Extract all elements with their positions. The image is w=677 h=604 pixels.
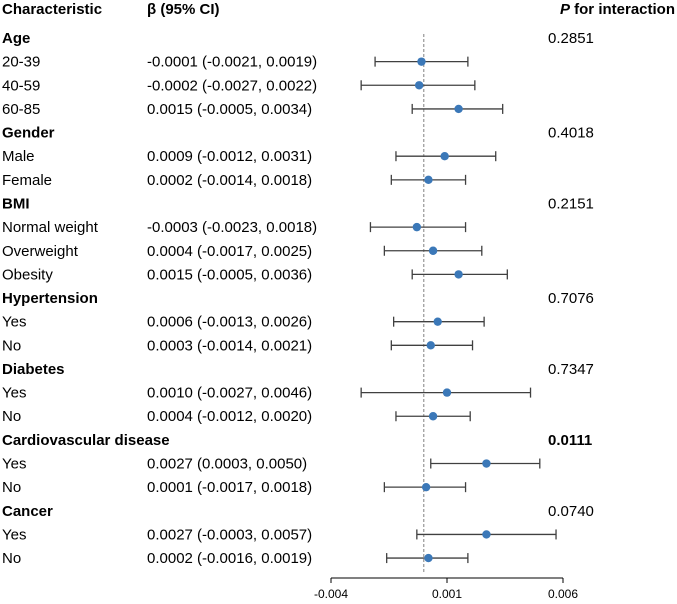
row-label: Yes — [2, 456, 26, 473]
point-estimate — [417, 57, 426, 66]
p-interaction-value: 0.0740 — [548, 503, 594, 520]
row-estimate-ci: -0.0002 (-0.0027, 0.0022) — [147, 77, 317, 94]
point-estimate — [482, 459, 491, 468]
p-interaction-value: 0.2851 — [548, 30, 594, 47]
row-label: Yes — [2, 314, 26, 331]
point-estimate — [412, 222, 422, 232]
row-estimate-ci: 0.0015 (-0.0005, 0.0036) — [147, 266, 312, 283]
x-tick-label: 0.001 — [432, 587, 462, 601]
header-p-interaction: P for interaction — [560, 1, 675, 18]
row-estimate-ci: 0.0004 (-0.0017, 0.0025) — [147, 243, 312, 260]
point-estimate — [421, 482, 431, 492]
row-label: Normal weight — [2, 219, 99, 236]
row-estimate-ci: 0.0003 (-0.0014, 0.0021) — [147, 337, 312, 354]
point-estimate — [426, 341, 435, 350]
row-estimate-ci: 0.0002 (-0.0014, 0.0018) — [147, 172, 312, 189]
row-label: No — [2, 408, 21, 425]
forest-rows: Age 0.2851 20-39 -0.0001 (-0.0021, 0.0019) 4… — [2, 30, 594, 567]
row-estimate-ci: 0.0027 (0.0003, 0.0050) — [147, 456, 307, 473]
row-label: Obesity — [2, 266, 53, 283]
point-estimate — [433, 317, 442, 326]
x-axis: -0.004 0.001 0.006 — [314, 577, 578, 601]
point-estimate — [454, 104, 463, 114]
row-label: 20-39 — [2, 54, 40, 71]
header-p-rest: for interaction — [570, 1, 675, 18]
row-estimate-ci: 0.0010 (-0.0027, 0.0046) — [147, 385, 312, 402]
row-label: Female — [2, 172, 52, 189]
row-label: No — [2, 479, 21, 496]
x-tick-label: -0.004 — [314, 587, 348, 601]
group-label: Gender — [2, 125, 55, 142]
group-label: BMI — [2, 195, 30, 212]
p-interaction-value: 0.7076 — [548, 290, 594, 307]
row-label: 40-59 — [2, 77, 40, 94]
group-label: Hypertension — [2, 290, 98, 307]
group-label: Diabetes — [2, 361, 65, 378]
row-label: Overweight — [2, 243, 79, 260]
p-interaction-value: 0.4018 — [548, 125, 594, 142]
row-label: No — [2, 337, 21, 354]
point-estimate — [440, 152, 449, 161]
group-label: Cancer — [2, 503, 53, 520]
p-interaction-value: 0.7347 — [548, 361, 594, 378]
header-characteristic: Characteristic — [2, 1, 102, 18]
row-estimate-ci: 0.0009 (-0.0012, 0.0031) — [147, 148, 312, 165]
point-estimate — [428, 246, 438, 255]
group-label: Cardiovascular disease — [2, 432, 170, 449]
point-estimate — [428, 412, 438, 421]
row-label: Yes — [2, 385, 26, 402]
row-estimate-ci: 0.0002 (-0.0016, 0.0019) — [147, 550, 312, 567]
row-label: 60-85 — [2, 101, 40, 118]
point-estimate — [482, 530, 491, 539]
point-estimate — [414, 81, 424, 90]
row-label: Yes — [2, 526, 26, 543]
x-tick-label: 0.006 — [548, 587, 578, 601]
header-beta-ci: β (95% CI) — [147, 1, 220, 18]
point-estimate — [424, 175, 433, 185]
group-label: Age — [2, 30, 30, 47]
header-p-italic: P — [560, 1, 571, 18]
row-estimate-ci: 0.0015 (-0.0005, 0.0034) — [147, 101, 312, 118]
p-interaction-value: 0.0111 — [548, 432, 592, 449]
row-estimate-ci: -0.0003 (-0.0023, 0.0018) — [147, 219, 317, 236]
point-estimate — [442, 388, 452, 397]
row-estimate-ci: 0.0027 (-0.0003, 0.0057) — [147, 526, 312, 543]
row-estimate-ci: 0.0001 (-0.0017, 0.0018) — [147, 479, 312, 496]
row-label: Male — [2, 148, 35, 165]
point-estimate — [454, 270, 463, 279]
row-estimate-ci: -0.0001 (-0.0021, 0.0019) — [147, 54, 317, 71]
point-estimate — [424, 553, 433, 563]
p-interaction-value: 0.2151 — [548, 195, 594, 212]
row-estimate-ci: 0.0004 (-0.0012, 0.0020) — [147, 408, 312, 425]
row-label: No — [2, 550, 21, 567]
row-estimate-ci: 0.0006 (-0.0013, 0.0026) — [147, 314, 312, 331]
